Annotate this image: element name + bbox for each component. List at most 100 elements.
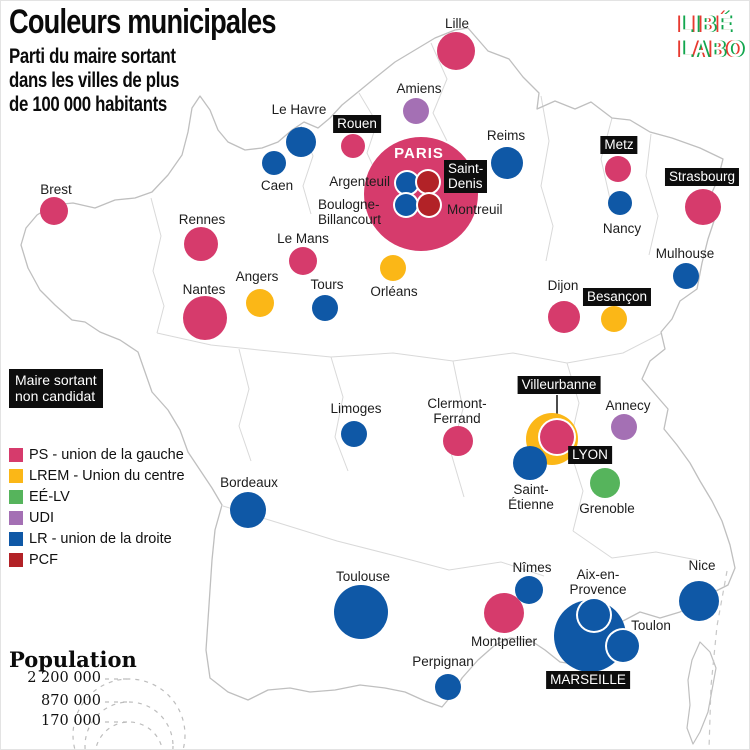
label-metz: Metz (600, 136, 638, 154)
label-paris: PARIS (394, 144, 444, 162)
population-value: 870 000 (41, 693, 101, 709)
population-circle-large (72, 678, 186, 749)
bubble-grenoble (590, 468, 620, 498)
label-rennes: Rennes (178, 211, 226, 227)
label-saint-denis: Saint- Denis (444, 159, 488, 193)
page-subtitle: Parti du maire sortant dans les villes d… (9, 45, 276, 117)
label-aix-en-provence: Aix-en- Provence (569, 567, 627, 597)
bubble-metz (605, 156, 631, 182)
label-grenoble: Grenoble (579, 500, 635, 516)
logo-line-2: LABO LABO LABO (676, 36, 747, 63)
population-legend-title: Population (9, 647, 137, 672)
label-strasbourg: Strasbourg (664, 168, 740, 186)
legend-item-eelv: EÉ-LV (9, 486, 185, 507)
legend-label: UDI (29, 509, 54, 526)
legend-swatch-eelv (9, 489, 23, 504)
bubble-toulon (607, 630, 639, 662)
label-toulouse: Toulouse (335, 568, 391, 584)
bubble-saint-denis (417, 171, 439, 193)
label-villeurbanne: Villeurbanne (517, 376, 601, 394)
bubble-le-mans (289, 247, 317, 275)
bubble-rouen (341, 134, 365, 158)
page-title: Couleurs municipales (9, 3, 276, 41)
label-orleans: Orléans (370, 283, 418, 299)
legend-label: EÉ-LV (29, 488, 70, 505)
bubble-montpellier (484, 593, 524, 633)
legend-item-ps: PS - union de la gauche (9, 444, 185, 465)
label-boulogne-billancourt: Boulogne- Billancourt (318, 197, 382, 227)
bubble-besancon (601, 306, 627, 332)
bubble-annecy (611, 414, 637, 440)
bubble-paris (364, 137, 478, 251)
bubble-argenteuil (396, 172, 418, 194)
bubble-perpignan (435, 674, 461, 700)
bubble-tours (312, 295, 338, 321)
subtitle-line: dans les villes de plus (9, 69, 180, 92)
bubble-nancy (608, 191, 632, 215)
label-tours: Tours (310, 276, 344, 292)
bubble-montreuil (418, 194, 440, 216)
population-value: 170 000 (41, 713, 101, 729)
bubble-nice (679, 581, 719, 621)
label-bordeaux: Bordeaux (220, 474, 278, 490)
france-outline (20, 27, 736, 708)
bubble-brest (40, 197, 68, 225)
note-maire-sortant-non-candidat: Maire sortant non candidat (9, 369, 103, 408)
logo-core-layer: LIBÉ (678, 11, 733, 38)
logo-line-1: LIBÉ LIBÉ LIBÉ (676, 11, 743, 38)
label-rouen: Rouen (333, 115, 381, 133)
legend-label: PS - union de la gauche (29, 446, 184, 463)
corsica-outline (686, 641, 717, 745)
header: Couleurs municipales Parti du maire sort… (9, 3, 342, 117)
label-amiens: Amiens (396, 80, 442, 96)
label-marseille: MARSEILLE (546, 671, 630, 689)
bubble-saint-etienne (513, 446, 547, 480)
logo-core-layer: LABO (678, 36, 745, 63)
logo-green-layer: LABO (680, 36, 747, 63)
label-brest: Brest (40, 181, 72, 197)
bubble-nimes (515, 576, 543, 604)
bubble-rennes (184, 227, 218, 261)
label-montreuil: Montreuil (447, 201, 503, 217)
label-perpignan: Perpignan (412, 653, 474, 669)
label-nancy: Nancy (602, 220, 642, 236)
bubble-boulogne-billancourt (395, 194, 417, 216)
note-line: non candidat (15, 388, 96, 404)
bubble-caen (262, 151, 286, 175)
population-value: 2 200 000 (27, 670, 101, 686)
bubble-lille (437, 32, 475, 70)
bubble-le-havre (286, 127, 316, 157)
logo-red-layer: LABO (676, 36, 743, 63)
bubble-amiens (403, 98, 429, 124)
bubble-clermont-ferrand (443, 426, 473, 456)
legend: PS - union de la gauche LREM - Union du c… (9, 444, 185, 570)
label-le-havre: Le Havre (271, 101, 327, 117)
bubble-toulouse (334, 585, 388, 639)
legend-swatch-ps (9, 447, 23, 462)
legend-label: LR - union de la droite (29, 530, 172, 547)
legend-swatch-pcf (9, 552, 23, 567)
bubble-bordeaux (230, 492, 266, 528)
label-dijon: Dijon (547, 277, 579, 293)
logo-red-layer: LIBÉ (676, 11, 731, 38)
label-annecy: Annecy (605, 397, 651, 413)
label-montpellier: Montpellier (470, 633, 538, 649)
label-mulhouse: Mulhouse (655, 245, 715, 261)
subtitle-line: Parti du maire sortant (9, 45, 176, 68)
bubble-angers (246, 289, 274, 317)
label-nice: Nice (688, 557, 716, 573)
label-reims: Reims (486, 127, 526, 143)
bubble-aix-en-provence (578, 599, 610, 631)
label-caen: Caen (260, 177, 294, 193)
bubble-mulhouse (673, 263, 699, 289)
label-clermont-ferrand: Clermont- Ferrand (427, 396, 487, 426)
label-angers: Angers (235, 268, 279, 284)
label-lyon: LYON (568, 446, 612, 464)
legend-item-pcf: PCF (9, 549, 185, 570)
legend-label: LREM - Union du centre (29, 467, 185, 484)
label-le-mans: Le Mans (277, 230, 329, 246)
libe-labo-logo: LIBÉ LIBÉ LIBÉ LABO LABO LABO (673, 11, 747, 63)
population-leader-dashes (105, 678, 128, 723)
label-nimes: Nîmes (512, 559, 552, 575)
